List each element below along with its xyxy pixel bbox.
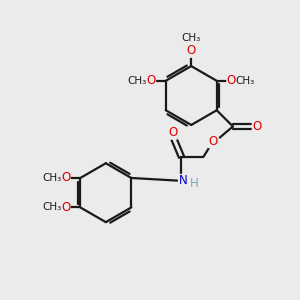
- Text: CH₃: CH₃: [128, 76, 147, 86]
- Text: O: O: [227, 74, 236, 87]
- Text: CH₃: CH₃: [182, 33, 201, 43]
- Text: CH₃: CH₃: [236, 76, 255, 86]
- Text: H: H: [189, 177, 198, 190]
- Text: O: O: [168, 126, 177, 139]
- Text: O: O: [146, 74, 156, 87]
- Text: O: O: [187, 44, 196, 57]
- Text: O: O: [208, 135, 218, 148]
- Text: CH₃: CH₃: [42, 173, 62, 183]
- Text: O: O: [61, 172, 70, 184]
- Text: CH₃: CH₃: [42, 202, 62, 212]
- Text: N: N: [178, 174, 187, 188]
- Text: O: O: [252, 120, 262, 133]
- Text: O: O: [61, 201, 70, 214]
